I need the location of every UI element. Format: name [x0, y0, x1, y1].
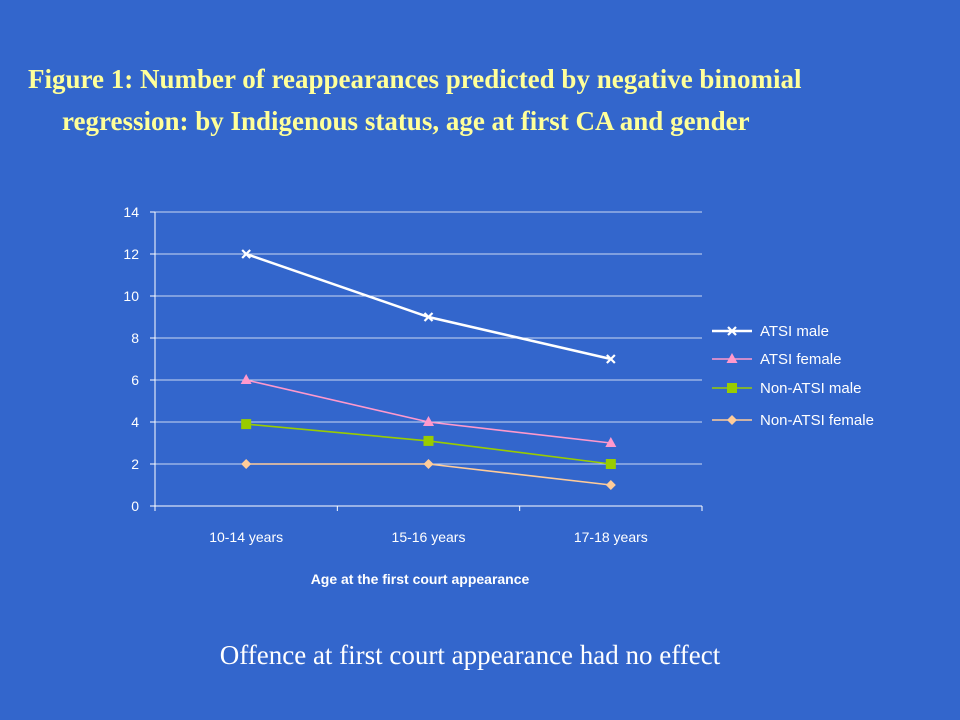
legend-marker-3 — [727, 415, 737, 425]
series-0-point-2-stroke-b — [606, 354, 616, 364]
chart-tick-labels: 0 2 4 6 8 10 12 14 10-14 years 15-16 years 17-18 y… — [123, 204, 647, 545]
chart-series — [240, 249, 617, 490]
chart-axes — [150, 211, 703, 511]
y-tick-label-6: 6 — [131, 372, 139, 388]
legend-item-3: Non-ATSI female — [712, 412, 874, 429]
series-2 — [241, 419, 616, 469]
y-tick-label-8: 8 — [131, 330, 139, 346]
series-0 — [241, 249, 616, 364]
series-2-point-0 — [241, 419, 252, 430]
y-tick-label-4: 4 — [131, 414, 139, 430]
chart-gridlines — [155, 211, 702, 465]
y-tick-label-12: 12 — [123, 246, 139, 262]
series-line-1 — [245, 379, 611, 444]
series-3-point-1 — [423, 459, 434, 469]
series-1-point-1 — [423, 416, 434, 426]
legend-marker-1 — [726, 353, 738, 363]
series-0-point-0 — [241, 249, 251, 259]
series-line-0 — [245, 252, 612, 361]
series-3 — [241, 459, 616, 490]
legend-label-0: ATSI male — [760, 323, 829, 340]
series-1-point-0 — [240, 374, 252, 384]
series-2-point-1 — [423, 435, 434, 446]
chart-legend: ATSI male ATSI female Non-ATSI male Non-ATS… — [712, 323, 874, 429]
series-3-point-2 — [605, 480, 616, 490]
series-1 — [240, 374, 617, 447]
legend-marker-0-stroke-b — [727, 326, 737, 336]
x-tick-label-1: 15-16 years — [392, 529, 466, 545]
x-axis-label: Age at the first court appearance — [311, 571, 530, 587]
legend-marker-2 — [727, 383, 737, 393]
series-0-point-1 — [423, 312, 434, 322]
x-tick-label-0: 10-14 years — [209, 529, 283, 545]
y-tick-label-2: 2 — [131, 456, 139, 472]
legend-label-2: Non-ATSI male — [760, 380, 861, 397]
series-0-point-1-stroke-b — [423, 312, 434, 322]
y-tick-label-0: 0 — [131, 498, 139, 514]
footnote: Offence at first court appearance had no… — [219, 640, 721, 670]
legend-label-3: Non-ATSI female — [760, 412, 874, 429]
figure-title: Figure 1: Number of reappearances predic… — [0, 58, 960, 142]
legend-item-1: ATSI female — [712, 351, 841, 368]
legend-item-0: ATSI male — [712, 323, 829, 340]
legend-marker-0 — [727, 326, 737, 336]
series-0-point-0-stroke-b — [241, 249, 251, 259]
x-tick-label-2: 17-18 years — [574, 529, 648, 545]
legend-item-2: Non-ATSI male — [712, 380, 861, 397]
series-3-point-0 — [241, 459, 252, 469]
series-0-point-2 — [606, 354, 616, 364]
series-1-point-2 — [605, 437, 617, 447]
title-line-2: regression: by Indigenous status, age at… — [62, 106, 750, 136]
y-tick-label-14: 14 — [123, 204, 139, 220]
title-line-1: Figure 1: Number of reappearances predic… — [28, 64, 802, 94]
series-2-point-2 — [605, 459, 616, 469]
legend-label-1: ATSI female — [760, 351, 841, 368]
y-tick-label-10: 10 — [123, 288, 139, 304]
